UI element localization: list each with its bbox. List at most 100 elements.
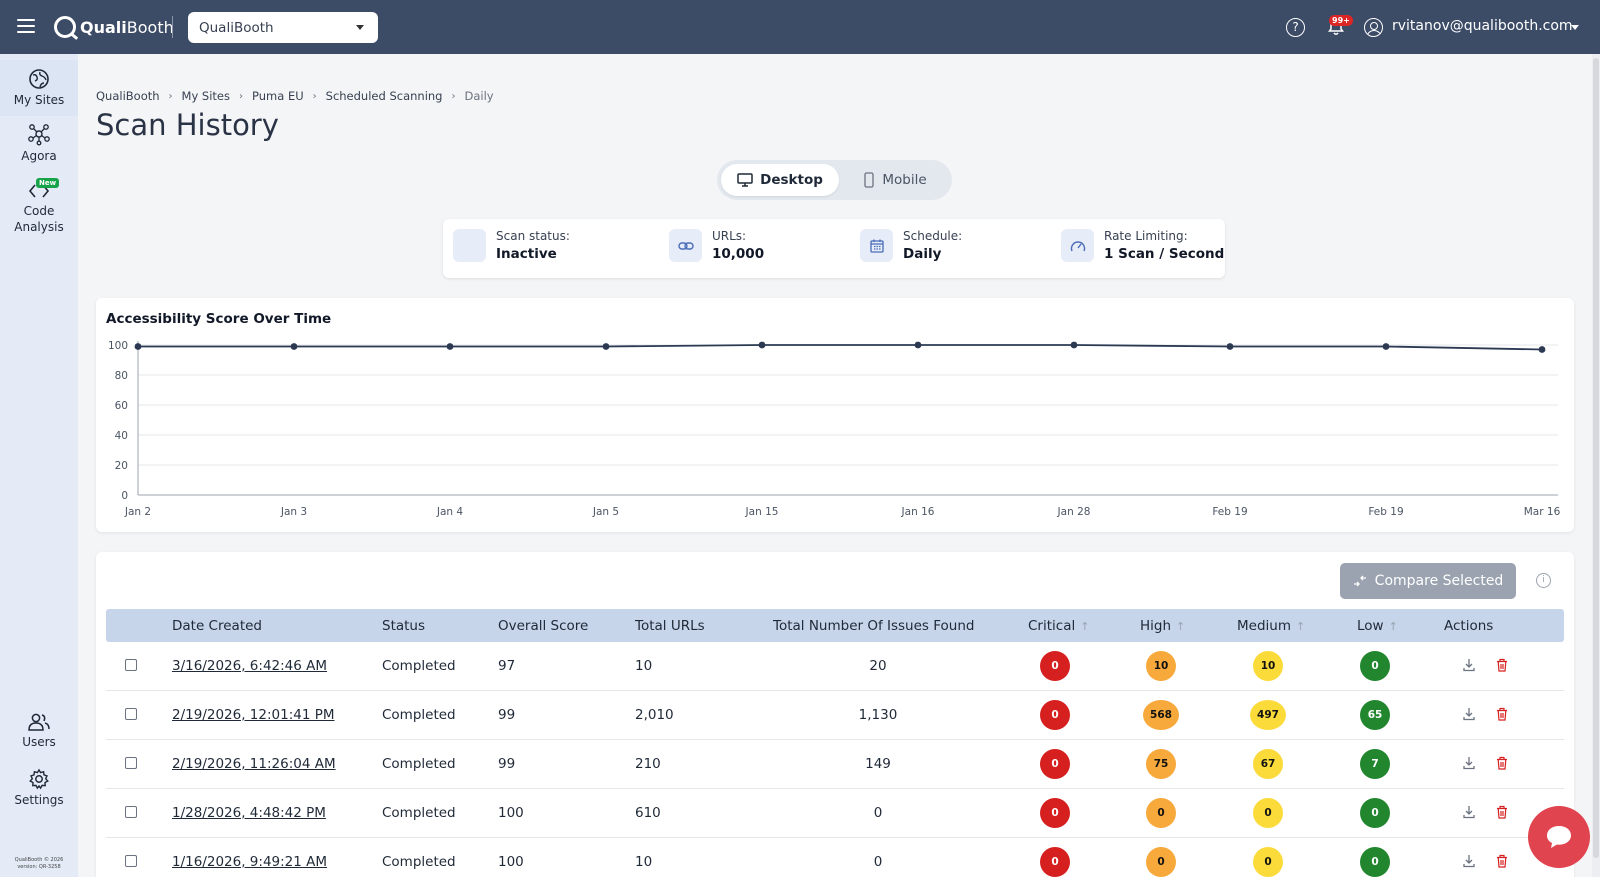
user-menu-chevron-icon[interactable] — [1571, 25, 1579, 30]
new-tag: New — [36, 178, 60, 188]
col-high-label: High — [1140, 618, 1172, 634]
row-critical-count: 0 — [1040, 700, 1070, 730]
col-low-label: Low — [1357, 618, 1384, 634]
x-tick-label: Feb 19 — [1212, 506, 1247, 518]
x-tick-label: Jan 15 — [745, 506, 779, 518]
row-overall-score: 99 — [498, 756, 516, 772]
download-icon[interactable] — [1462, 854, 1476, 868]
x-tick-label: Feb 19 — [1368, 506, 1403, 518]
row-critical-count: 0 — [1040, 749, 1070, 779]
download-icon[interactable] — [1462, 805, 1476, 819]
row-total-issues: 20 — [869, 658, 887, 674]
rate-limit-value: 1 Scan / Second — [1104, 246, 1225, 262]
col-overall-score[interactable]: Overall Score — [498, 618, 589, 634]
scrollbar-thumb[interactable] — [1593, 58, 1599, 858]
download-icon[interactable] — [1462, 707, 1476, 721]
trash-icon[interactable] — [1495, 658, 1509, 672]
col-high[interactable]: High ↑ — [1140, 618, 1185, 634]
row-status: Completed — [382, 805, 456, 821]
logo-mark-icon — [54, 16, 76, 38]
sidebar-item-my-sites[interactable]: My Sites — [0, 60, 78, 116]
chevron-right-icon: › — [312, 90, 317, 102]
sidebar-item-agora[interactable]: Agora — [0, 120, 78, 176]
x-tick-label: Jan 5 — [592, 506, 619, 518]
menu-icon[interactable] — [17, 19, 35, 33]
brand-logo[interactable]: Quali Booth — [54, 16, 174, 38]
schedule-value: Daily — [903, 246, 942, 262]
calendar-icon — [860, 229, 893, 262]
trash-icon[interactable] — [1495, 854, 1509, 868]
rate-limit-item: Rate Limiting: 1 Scan / Second — [1061, 229, 1224, 262]
schedule-label: Schedule: — [903, 229, 963, 243]
row-medium-count: 0 — [1253, 847, 1283, 877]
status-icon — [453, 229, 486, 262]
row-status: Completed — [382, 707, 456, 723]
tab-desktop[interactable]: Desktop — [721, 164, 839, 196]
breadcrumb-item[interactable]: QualiBooth — [96, 89, 160, 103]
x-tick-label: Mar 16 — [1524, 506, 1561, 518]
tab-mobile[interactable]: Mobile — [845, 164, 945, 196]
sort-arrow-icon: ↑ — [1080, 620, 1090, 633]
row-checkbox[interactable] — [125, 659, 137, 671]
page-scrollbar[interactable] — [1592, 54, 1600, 877]
gear-icon — [29, 768, 49, 790]
download-icon[interactable] — [1462, 658, 1476, 672]
trash-icon[interactable] — [1495, 805, 1509, 819]
scan-history-table-card: Compare Selected i Date Created Status O… — [96, 552, 1574, 877]
col-total-urls[interactable]: Total URLs — [635, 618, 705, 634]
row-medium-count: 10 — [1253, 651, 1283, 681]
row-total-issues: 0 — [873, 854, 883, 870]
row-high-count: 0 — [1146, 798, 1176, 828]
col-medium[interactable]: Medium ↑ — [1237, 618, 1305, 634]
rate-limit-label: Rate Limiting: — [1104, 229, 1188, 243]
row-status: Completed — [382, 854, 456, 870]
sidebar-label: Agora — [21, 149, 57, 163]
chevron-right-icon: › — [168, 90, 173, 102]
info-icon[interactable]: i — [1536, 573, 1551, 588]
schedule-item: Schedule: Daily — [860, 229, 962, 262]
download-icon[interactable] — [1462, 756, 1476, 770]
breadcrumb-item[interactable]: Puma EU — [252, 89, 304, 103]
row-checkbox[interactable] — [125, 757, 137, 769]
sidebar-item-settings[interactable]: Settings — [0, 768, 78, 820]
trash-icon[interactable] — [1495, 707, 1509, 721]
col-critical[interactable]: Critical ↑ — [1028, 618, 1089, 634]
sidebar-item-users[interactable]: Users — [0, 712, 78, 764]
col-total-issues[interactable]: Total Number Of Issues Found — [773, 618, 975, 634]
row-status: Completed — [382, 658, 456, 674]
user-avatar-icon[interactable] — [1364, 18, 1383, 37]
col-status[interactable]: Status — [382, 618, 426, 634]
sidebar-item-code-analysis[interactable]: New Code Analysis — [0, 178, 78, 242]
user-email[interactable]: rvitanov@qualibooth.com — [1392, 18, 1573, 34]
trash-icon[interactable] — [1495, 756, 1509, 770]
table-row: 3/16/2026, 6:42:46 AM Completed 97 10 20 0 10 1… — [106, 642, 1564, 691]
breadcrumb-item[interactable]: Scheduled Scanning — [325, 89, 443, 103]
x-tick-label: Jan 2 — [124, 506, 151, 518]
compare-selected-button[interactable]: Compare Selected — [1340, 563, 1516, 599]
breadcrumb-item[interactable]: My Sites — [181, 89, 231, 103]
data-point — [446, 343, 454, 350]
data-point — [1538, 346, 1546, 353]
row-checkbox[interactable] — [125, 806, 137, 818]
site-select[interactable]: QualiBooth — [188, 12, 378, 43]
data-point — [290, 343, 298, 350]
site-select-value: QualiBooth — [199, 19, 274, 36]
network-icon — [28, 124, 50, 146]
row-date-link[interactable]: 2/19/2026, 11:26:04 AM — [172, 756, 336, 772]
col-date-created[interactable]: Date Created — [172, 618, 262, 634]
row-date-link[interactable]: 2/19/2026, 12:01:41 PM — [172, 707, 335, 723]
urls-label: URLs: — [712, 229, 747, 243]
help-icon[interactable]: ? — [1286, 18, 1305, 37]
chat-button[interactable] — [1528, 806, 1590, 868]
row-high-count: 0 — [1146, 847, 1176, 877]
row-checkbox[interactable] — [125, 855, 137, 867]
table-header: Date Created Status Overall Score Total … — [106, 609, 1564, 642]
sort-arrow-icon: ↑ — [1176, 620, 1186, 633]
row-checkbox[interactable] — [125, 708, 137, 720]
row-date-link[interactable]: 1/16/2026, 9:49:21 AM — [172, 854, 328, 870]
row-total-urls: 210 — [635, 756, 661, 772]
row-date-link[interactable]: 3/16/2026, 6:42:46 AM — [172, 658, 328, 674]
col-low[interactable]: Low ↑ — [1357, 618, 1398, 634]
row-status: Completed — [382, 756, 456, 772]
row-date-link[interactable]: 1/28/2026, 4:48:42 PM — [172, 805, 326, 821]
